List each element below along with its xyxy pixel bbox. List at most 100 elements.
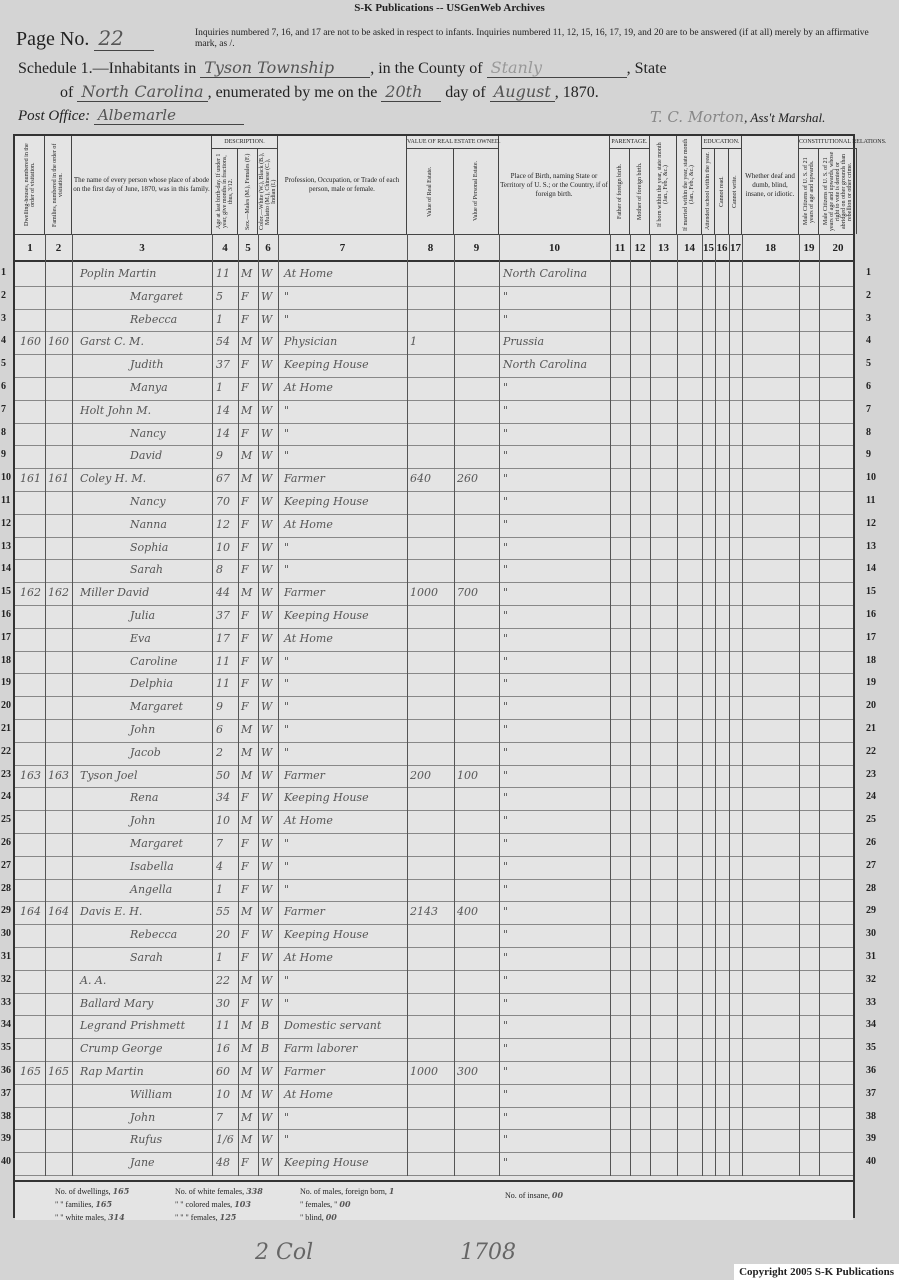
post-office: Post Office: Albemarle	[18, 106, 244, 125]
table-row: 164 164 Davis E. H. 55 M W Farmer 2143 400 "	[15, 902, 853, 926]
dwelling-number: 165	[20, 1065, 41, 1078]
occupation: "	[284, 540, 290, 554]
person-name: Rufus	[130, 1133, 163, 1147]
color: W	[261, 495, 273, 508]
table-row: Poplin Martin 11 M W At Home North Carolina	[15, 264, 853, 287]
line-number-right: 11	[866, 495, 876, 506]
color: W	[261, 289, 273, 303]
person-name: Rebecca	[130, 312, 178, 326]
line-number-left: 8	[1, 426, 6, 438]
person-name: Julia	[130, 609, 156, 622]
column-divider	[819, 234, 820, 1176]
line-number-left: 25	[1, 814, 11, 826]
age: 17	[216, 631, 230, 645]
birthplace: "	[503, 973, 509, 987]
dwellings-label: No. of dwellings,	[55, 1187, 111, 1196]
note-2-col: 2 Col	[255, 1240, 314, 1265]
of-label: of	[60, 84, 74, 101]
sex: F	[241, 426, 249, 440]
occupation: At Home	[284, 814, 333, 828]
column-header-text: Male Citizens of U. S. of 21 years of ag…	[802, 157, 815, 226]
sex: F	[241, 951, 249, 964]
birthplace: "	[503, 1133, 509, 1147]
birthplace: "	[503, 1019, 509, 1033]
age: 4	[216, 859, 223, 873]
color: W	[261, 267, 273, 280]
birthplace: "	[503, 609, 509, 622]
line-number-left: 10	[1, 472, 11, 484]
line-number-right: 37	[866, 1087, 876, 1099]
table-row: Ballard Mary 30 F W " "	[15, 994, 853, 1017]
occupation: "	[284, 1110, 290, 1124]
table-row: John 10 M W At Home "	[15, 811, 853, 834]
sex: M	[241, 1042, 253, 1056]
column-header-text: Value of Real Estate.	[427, 166, 433, 217]
column-header-1: Dwelling-houses, numbered in the order o…	[15, 136, 45, 234]
color: W	[261, 335, 273, 349]
color: W	[261, 449, 273, 463]
column-number: 13	[658, 242, 669, 254]
occupation: Domestic servant	[284, 1019, 382, 1033]
person-name: Margaret	[130, 837, 183, 850]
line-number-left: 40	[1, 1156, 11, 1168]
females-foreign-label: " females, "	[300, 1200, 338, 1209]
line-number-left: 16	[1, 609, 11, 620]
family-number: 164	[48, 905, 69, 919]
color: W	[261, 312, 273, 326]
family-number: 160	[48, 335, 69, 349]
family-number: 165	[48, 1065, 69, 1078]
table-row: Jane 48 F W Keeping House "	[15, 1153, 853, 1176]
real-estate-value: 2143	[410, 905, 438, 919]
white-males-value: 314	[107, 1212, 125, 1222]
table-row: Judith 37 F W Keeping House North Carolina	[15, 355, 853, 378]
marshal-signature: T. C. Morton	[650, 108, 745, 126]
line-number-right: 13	[866, 540, 876, 552]
line-number-right: 1	[866, 267, 871, 278]
white-females-label: No. of white females,	[175, 1187, 245, 1196]
table-row: Rebecca 20 F W Keeping House "	[15, 925, 853, 948]
color: W	[261, 1110, 273, 1124]
birthplace: "	[503, 403, 509, 417]
real-estate-value: 200	[410, 768, 431, 782]
person-name: Nancy	[130, 426, 166, 440]
white-females-value: 338	[246, 1186, 263, 1196]
real-estate-value: 1000	[410, 586, 438, 600]
age: 7	[216, 837, 223, 850]
sex: M	[241, 449, 253, 463]
line-number-right: 34	[866, 1019, 876, 1031]
column-header-3: The name of every person whose place of …	[72, 136, 212, 234]
personal-estate-value: 700	[457, 586, 478, 600]
column-header-6: Color.—White (W.), Black (B.), Mulatto (…	[258, 149, 278, 234]
line-number-left: 34	[1, 1019, 11, 1031]
age: 44	[216, 586, 230, 600]
occupation: "	[284, 654, 290, 668]
sex: F	[241, 609, 249, 622]
table-row: 162 162 Miller David 44 M W Farmer 1000 700 "	[15, 583, 853, 606]
color: W	[261, 631, 273, 645]
birthplace: "	[503, 768, 509, 782]
marshal: T. C. Morton, Ass't Marshal.	[650, 108, 825, 126]
birthplace: "	[503, 1042, 509, 1056]
color: W	[261, 905, 273, 919]
line-number-right: 32	[866, 973, 876, 985]
table-row: 160 160 Garst C. M. 54 M W Physician 1 Prussia	[15, 332, 853, 356]
column-divider	[799, 234, 800, 1176]
line-number-right: 36	[866, 1065, 876, 1076]
sex: F	[241, 1156, 249, 1170]
real-estate-value: 1	[410, 335, 417, 349]
age: 60	[216, 1065, 230, 1078]
person-name: Rebecca	[130, 928, 178, 942]
color: W	[261, 358, 273, 372]
state-label: , State	[626, 60, 667, 77]
line-number-left: 7	[1, 403, 6, 415]
column-header-16: Cannot read.	[715, 149, 729, 234]
marshal-title: , Ass't Marshal.	[744, 110, 826, 125]
birthplace: "	[503, 654, 509, 668]
line-number-left: 13	[1, 540, 11, 552]
occupation: Keeping House	[284, 358, 369, 372]
line-number-right: 27	[866, 859, 876, 871]
column-header-text: Color.—White (W.), Black (B.), Mulatto (…	[258, 152, 277, 231]
column-number: 2	[55, 242, 62, 254]
column-number: 5	[245, 242, 251, 254]
sex: F	[241, 882, 249, 896]
